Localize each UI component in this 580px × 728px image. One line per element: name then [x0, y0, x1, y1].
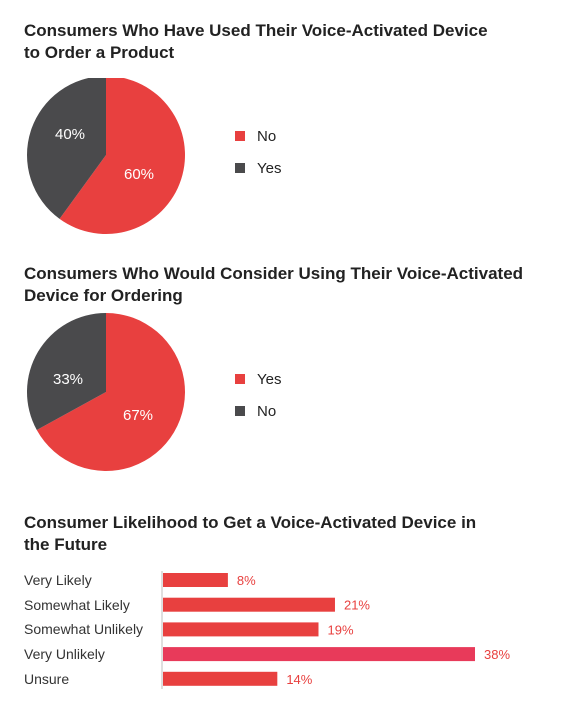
- legend-item-yes: Yes: [235, 363, 281, 395]
- bar-category-label: Very Likely: [24, 572, 92, 588]
- pie-slice-no: [59, 78, 185, 234]
- bar-chart: 8% 21% 19% 38% 14% Very Likely Somewhat Likel…: [0, 565, 580, 695]
- legend-swatch-yes: [235, 163, 245, 173]
- legend-swatch-yes: [235, 374, 245, 384]
- legend-item-yes: Yes: [235, 152, 281, 184]
- legend-label-yes: Yes: [257, 370, 282, 388]
- pie-slice-yes: [27, 78, 106, 219]
- bar-value-label: 14%: [286, 672, 312, 687]
- pie-chart-1: 60% 40%: [27, 78, 185, 234]
- pie-chart-2-title: Consumers Who Would Consider Using Their…: [24, 263, 554, 307]
- bar-somewhat-likely: [163, 597, 335, 612]
- bar-category-label: Unsure: [24, 670, 70, 687]
- bar-chart-title-line-2: the Future: [24, 535, 108, 554]
- bar-unsure: [163, 671, 278, 686]
- bar-value-label: 21%: [344, 598, 370, 613]
- pie-chart-2: 67% 33%: [26, 313, 185, 471]
- legend-swatch-no: [235, 406, 245, 416]
- pie-label-no: 33%: [53, 371, 83, 388]
- bar-value-label: 38%: [484, 647, 510, 662]
- legend-label-no: No: [257, 127, 277, 145]
- pie-chart-1-title-line-1: Consumers Who Have Used Their Voice-Acti…: [24, 21, 488, 40]
- pie-label-yes: 40%: [55, 126, 85, 143]
- pie-chart-2-title-line-1: Consumers Who Would Consider Using Their…: [24, 264, 524, 283]
- legend-label-yes: Yes: [257, 159, 282, 177]
- legend-item-no: No: [235, 395, 281, 427]
- bar-very-unlikely: [163, 647, 475, 662]
- pie-chart-1-title: Consumers Who Have Used Their Voice-Acti…: [24, 20, 554, 64]
- pie-slice-yes: [36, 313, 185, 471]
- pie-label-yes: 67%: [123, 407, 153, 424]
- pie-chart-1-legend: No Yes: [235, 120, 281, 184]
- pie-chart-2-title-line-2: Device for Ordering: [24, 286, 183, 305]
- bar-chart-plot: 8% 21% 19% 38% 14%: [161, 571, 510, 689]
- bar-category-label: Somewhat Likely: [24, 596, 130, 613]
- legend-swatch-no: [235, 131, 245, 141]
- bar-value-label: 19%: [328, 622, 354, 637]
- legend-item-no: No: [235, 120, 281, 152]
- bar-value-label: 8%: [237, 573, 256, 588]
- bar-chart-title: Consumer Likelihood to Get a Voice-Activ…: [24, 512, 554, 556]
- pie-slice-no: [26, 313, 107, 431]
- legend-label-no: No: [257, 402, 277, 420]
- pie-label-no: 60%: [124, 166, 154, 183]
- bar-category-label: Somewhat Unlikely: [24, 621, 144, 638]
- pie-chart-1-title-line-2: to Order a Product: [24, 43, 175, 62]
- bar-somewhat-unlikely: [163, 622, 319, 637]
- bar-chart-title-line-1: Consumer Likelihood to Get a Voice-Activ…: [24, 513, 477, 532]
- bar-category-label: Very Unlikely: [24, 646, 105, 663]
- pie-chart-2-legend: Yes No: [235, 363, 281, 427]
- bar-very-likely: [163, 573, 228, 587]
